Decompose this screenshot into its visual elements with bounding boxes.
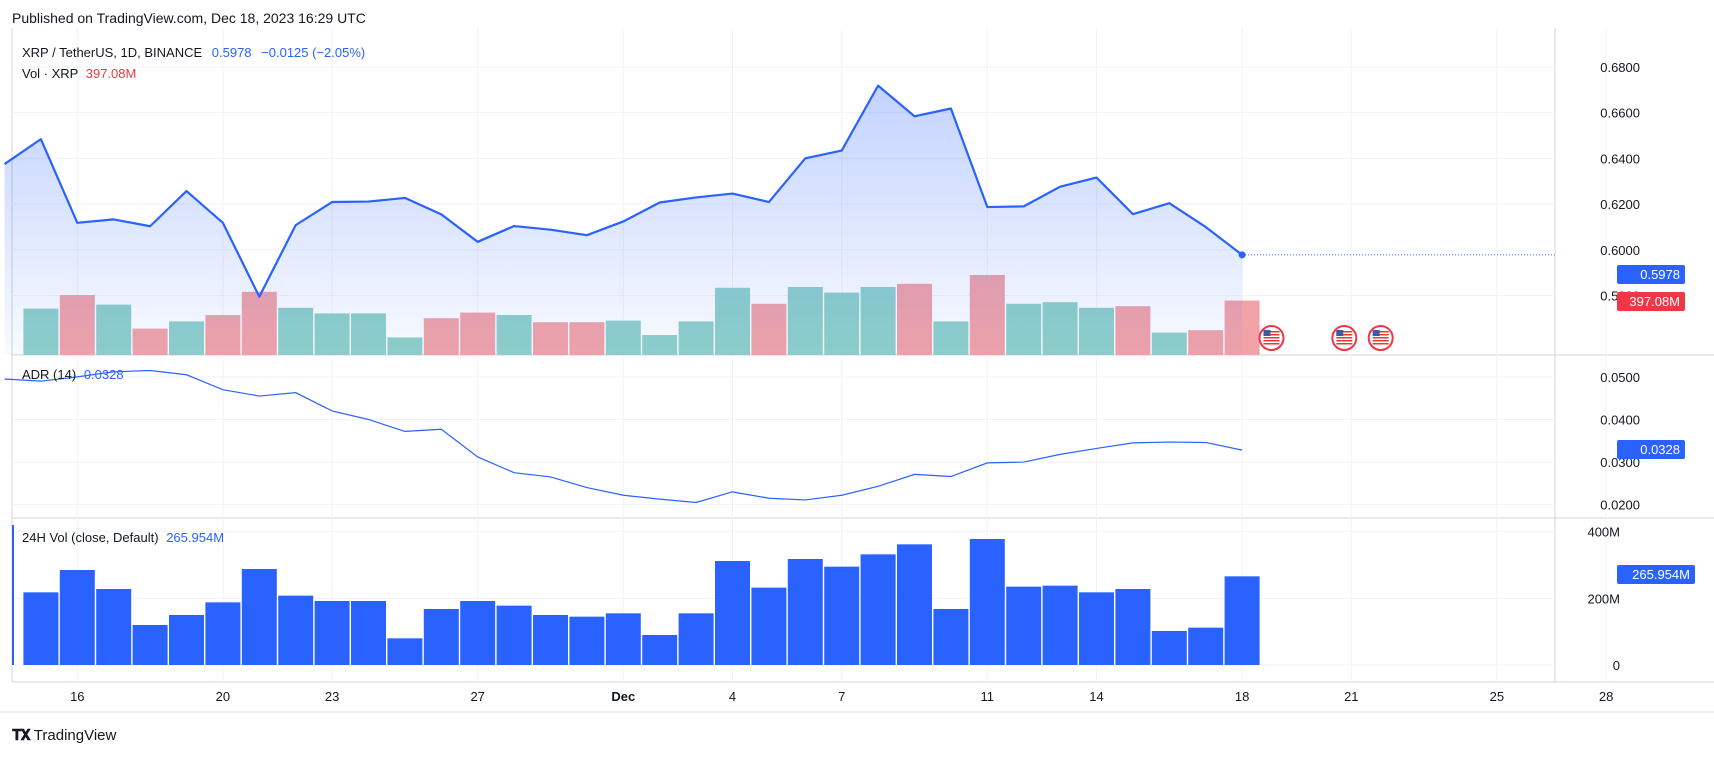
price-axis-tick: 0.6200: [1600, 197, 1640, 212]
vol24-legend: 24H Vol (close, Default) 265.954M: [22, 530, 224, 545]
vol24-bar: [460, 601, 496, 665]
volume-badge: 397.08M: [1617, 292, 1685, 311]
vol24-label: 24H Vol (close, Default): [22, 530, 159, 545]
adr-axis-tick: 0.0400: [1600, 412, 1640, 427]
vol24-bar: [59, 570, 95, 665]
price-badge: 0.5978: [1617, 265, 1685, 284]
vol24-bar: [351, 601, 386, 665]
vol24-bar: [787, 559, 823, 665]
tradingview-logo-icon: 𝐓𝐗: [12, 727, 31, 744]
time-axis-tick: 11: [981, 689, 995, 704]
vol24-bar: [1115, 589, 1151, 665]
volume-legend: Vol · XRP 397.08M: [22, 66, 136, 81]
vol24-bar: [314, 601, 350, 665]
price-axis-tick: 0.6400: [1600, 151, 1640, 166]
volume-label: Vol · XRP: [22, 66, 79, 81]
price-area: [4, 85, 1243, 356]
tradingview-brand[interactable]: 𝐓𝐗 TradingView: [12, 727, 116, 744]
vol24-axis-tick: 200M: [1587, 591, 1620, 606]
vol24-axis-tick: 0: [1613, 658, 1620, 673]
vol24-bar: [824, 566, 860, 665]
vol24-bar: [969, 539, 1005, 665]
brand-name: TradingView: [33, 727, 117, 744]
vol24-bar: [933, 609, 969, 665]
price-change: −0.0125 (−2.05%): [261, 45, 366, 60]
adr-axis-tick: 0.0200: [1600, 498, 1640, 513]
vol24-bar: [205, 602, 241, 665]
us-flag-event-icon: [1258, 325, 1285, 351]
last-price-dot: [1238, 251, 1246, 259]
adr-legend: ADR (14) 0.0328: [22, 367, 124, 382]
price-axis-tick: 0.6800: [1600, 60, 1640, 75]
time-axis-tick: 23: [325, 689, 339, 704]
vol24-bar: [1151, 631, 1187, 665]
vol24-bar: [387, 638, 423, 665]
price-legend: XRP / TetherUS, 1D, BINANCE 0.5978 −0.01…: [22, 45, 365, 60]
vol24-bar: [1042, 585, 1078, 665]
vol24-bar: [423, 609, 459, 665]
time-axis-tick: 16: [70, 689, 84, 704]
vol24-bar: [1079, 592, 1114, 665]
last-price: 0.5978: [211, 45, 252, 60]
price-axis-tick: 0.6600: [1600, 106, 1640, 121]
vol24-bar: [23, 592, 59, 665]
time-axis-tick: 4: [729, 689, 736, 704]
price-line: [3, 84, 1243, 298]
price-axis-tick: 0.6000: [1600, 243, 1640, 258]
vol24-value: 265.954M: [166, 530, 225, 545]
vol24-bar: [860, 554, 896, 665]
time-axis-tick: 25: [1490, 689, 1504, 704]
vol24-badge: 265.954M: [1617, 565, 1695, 584]
vol24-bar: [642, 635, 678, 665]
adr-axis-tick: 0.0500: [1600, 370, 1640, 385]
vol24-bar: [533, 615, 568, 665]
vol24-bar: [132, 625, 168, 665]
time-axis-tick: 7: [838, 689, 845, 704]
adr-badge: 0.0328: [1617, 440, 1685, 459]
vol24-bar: [569, 616, 605, 665]
vol24-bar: [751, 587, 787, 665]
vol24-bar: [169, 615, 204, 665]
vol24-bar: [241, 569, 277, 665]
time-axis-tick: 14: [1089, 689, 1103, 704]
vol24-bar: [496, 605, 532, 665]
published-caption: Published on TradingView.com, Dec 18, 20…: [12, 10, 366, 26]
vol24-bar: [1006, 586, 1042, 665]
us-flag-event-icon: [1367, 325, 1394, 351]
us-flag-event-icon: [1331, 325, 1358, 351]
vol24-bar: [715, 561, 750, 665]
time-axis-tick: 21: [1344, 689, 1358, 704]
time-axis-tick: 28: [1599, 689, 1613, 704]
time-axis-tick: 20: [216, 689, 230, 704]
volume-value: 397.08M: [85, 66, 137, 81]
adr-line: [4, 369, 1243, 504]
vol24-bar: [605, 613, 641, 665]
time-axis-tick: 27: [470, 689, 484, 704]
vol24-left-edge: [12, 525, 14, 665]
time-axis-tick: Dec: [611, 689, 635, 704]
vol24-bar: [96, 589, 132, 665]
vol24-bar: [897, 544, 932, 665]
vol24-bar: [678, 613, 714, 665]
symbol-label: XRP / TetherUS, 1D, BINANCE: [22, 45, 203, 60]
adr-label: ADR (14): [22, 367, 77, 382]
vol24-axis-tick: 400M: [1587, 525, 1620, 540]
time-axis-tick: 18: [1235, 689, 1249, 704]
adr-value: 0.0328: [83, 367, 124, 382]
vol24-bar: [1188, 627, 1224, 665]
vol24-bar: [278, 595, 314, 665]
vol24-bar: [1224, 576, 1260, 665]
